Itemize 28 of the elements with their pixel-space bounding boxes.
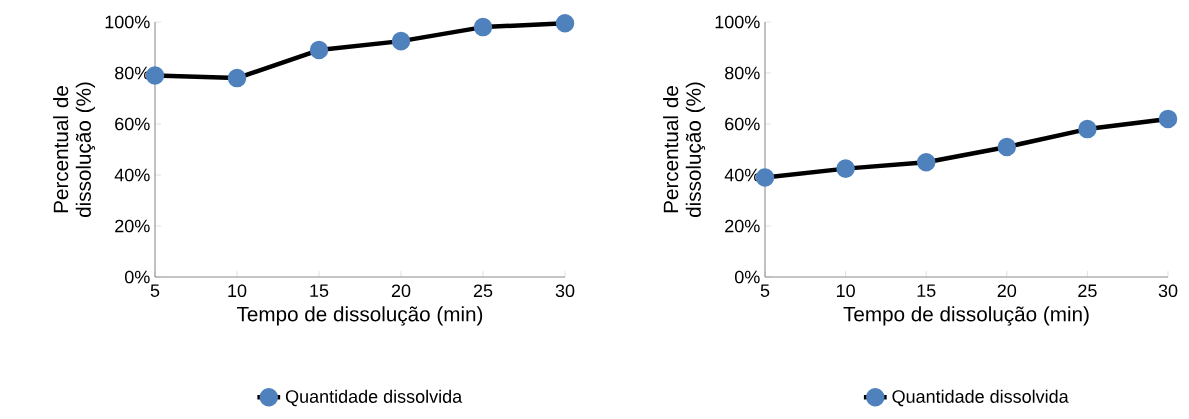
x-axis-title: Tempo de dissolução (min) <box>236 306 483 326</box>
y-tick-label: 40% <box>114 168 150 182</box>
y-tick-label: 80% <box>725 66 760 80</box>
x-tick-label: 30 <box>555 284 575 298</box>
legend-label: Quantidade dissolvida <box>285 389 463 407</box>
x-tick-label: 5 <box>150 284 160 297</box>
x-tick-label: 30 <box>1158 284 1178 298</box>
y-tick-label: 60% <box>115 117 150 131</box>
x-tick-label: 20 <box>391 284 411 298</box>
x-tick-label: 10 <box>836 284 855 298</box>
x-tick-label: 20 <box>997 284 1017 298</box>
x-tick-label: 15 <box>310 284 329 297</box>
y-tick-label: 60% <box>725 117 760 131</box>
y-tick-label: 0% <box>734 270 760 284</box>
y-tick-label: 100% <box>105 15 150 29</box>
x-tick-label: 15 <box>917 284 936 297</box>
y-axis-title: Percentual de dissolução (%) <box>663 82 706 217</box>
x-tick-label: 5 <box>760 284 770 297</box>
y-tick-label: 100% <box>715 15 760 29</box>
x-tick-label: 25 <box>1078 284 1097 298</box>
y-tick-label: 20% <box>725 219 760 233</box>
x-tick-label: 10 <box>228 284 247 298</box>
legend-label: Quantidade dissolvida <box>892 389 1069 407</box>
y-tick-label: 0% <box>124 270 150 284</box>
y-tick-label: 20% <box>115 219 150 233</box>
x-axis-title: Tempo de dissolução (min) <box>843 306 1089 326</box>
y-axis-title: Percentual de dissolução (%) <box>53 82 96 217</box>
x-tick-label: 25 <box>473 284 493 298</box>
